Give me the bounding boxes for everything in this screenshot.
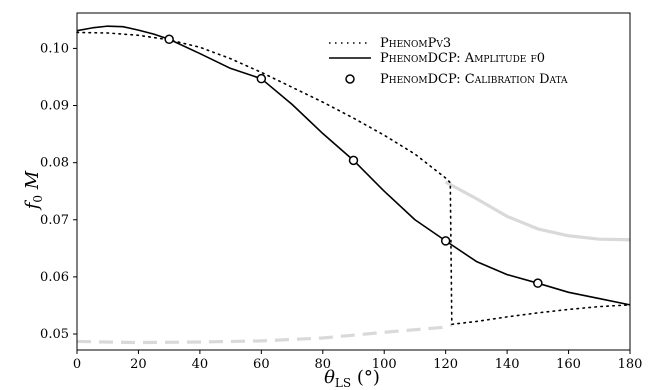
calibration-point (533, 278, 543, 288)
legend: PhenomPv3 PhenomDCP: Amplitude f0 Phenom… (329, 36, 568, 87)
x-tick-label: 180 (618, 357, 643, 372)
calibration-point (164, 34, 174, 45)
series-line (444, 180, 631, 242)
ticks-layer: 0 20 40 60 80 100 120 140 160 180 0.05 0.06 0.07 0.08… (40, 41, 642, 372)
series-line (76, 31, 631, 326)
x-tick-label: 60 (253, 357, 270, 372)
x-axis-label: θLS (°) (324, 367, 380, 390)
legend-label-calibration: PhenomDCP: Calibration Data (380, 72, 568, 87)
calibration-point (256, 73, 267, 84)
y-tick-label: 0.10 (40, 41, 69, 56)
y-tick-label: 0.09 (40, 99, 69, 114)
x-tick-label: 160 (556, 357, 581, 372)
series-line (76, 323, 453, 345)
y-tick-label: 0.05 (40, 327, 69, 342)
x-tick-label: 40 (192, 357, 209, 372)
x-tick-label: 120 (433, 357, 458, 372)
x-tick-label: 100 (372, 357, 397, 372)
plot-frame (76, 12, 631, 351)
series-layer (76, 25, 631, 345)
legend-label-amplitude: PhenomDCP: Amplitude f0 (380, 51, 545, 66)
x-tick-label: 140 (495, 357, 520, 372)
x-tick-label: 20 (130, 357, 147, 372)
x-tick-label: 80 (315, 357, 332, 372)
x-tick-label: 0 (73, 357, 81, 372)
y-tick-label: 0.08 (40, 156, 69, 171)
legend-swatch-calibration (345, 74, 355, 84)
series-line (76, 25, 631, 306)
y-axis-label: f0 M (22, 170, 45, 211)
y-tick-label: 0.06 (40, 270, 69, 285)
legend-label-phenompv3: PhenomPv3 (380, 36, 451, 51)
y-tick-label: 0.07 (40, 213, 69, 228)
calibration-point (348, 155, 359, 166)
calibration-point (440, 236, 451, 246)
